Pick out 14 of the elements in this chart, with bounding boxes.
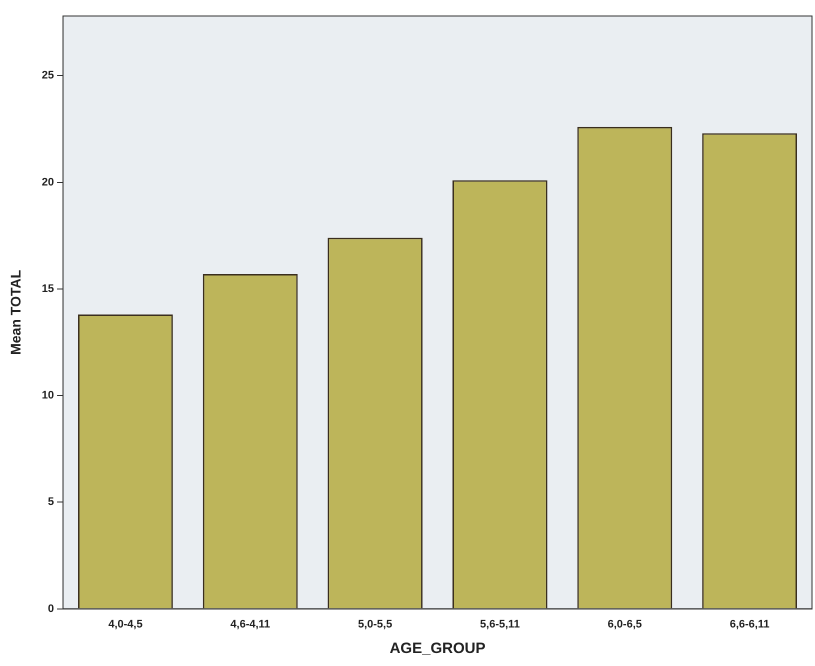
x-tick-label: 6,6-6,11	[730, 618, 770, 630]
x-tick-label: 4,0-4,5	[108, 618, 143, 630]
y-tick-label: 5	[48, 496, 54, 508]
y-axis-title: Mean TOTAL	[7, 269, 24, 355]
y-tick-label: 15	[42, 282, 54, 295]
y-tick-label: 20	[42, 176, 54, 188]
y-tick-label: 10	[42, 390, 54, 402]
y-tick-label: 0	[48, 602, 54, 615]
y-tick-label: 25	[42, 70, 54, 82]
x-tick-label: 5,6-5,11	[480, 618, 520, 630]
x-tick-label: 5,0-5,5	[358, 618, 392, 630]
x-axis-title: AGE_GROUP	[390, 640, 486, 658]
x-tick-label: 6,0-6,5	[608, 618, 642, 630]
x-tick-label: 4,6-4,11	[230, 618, 270, 630]
